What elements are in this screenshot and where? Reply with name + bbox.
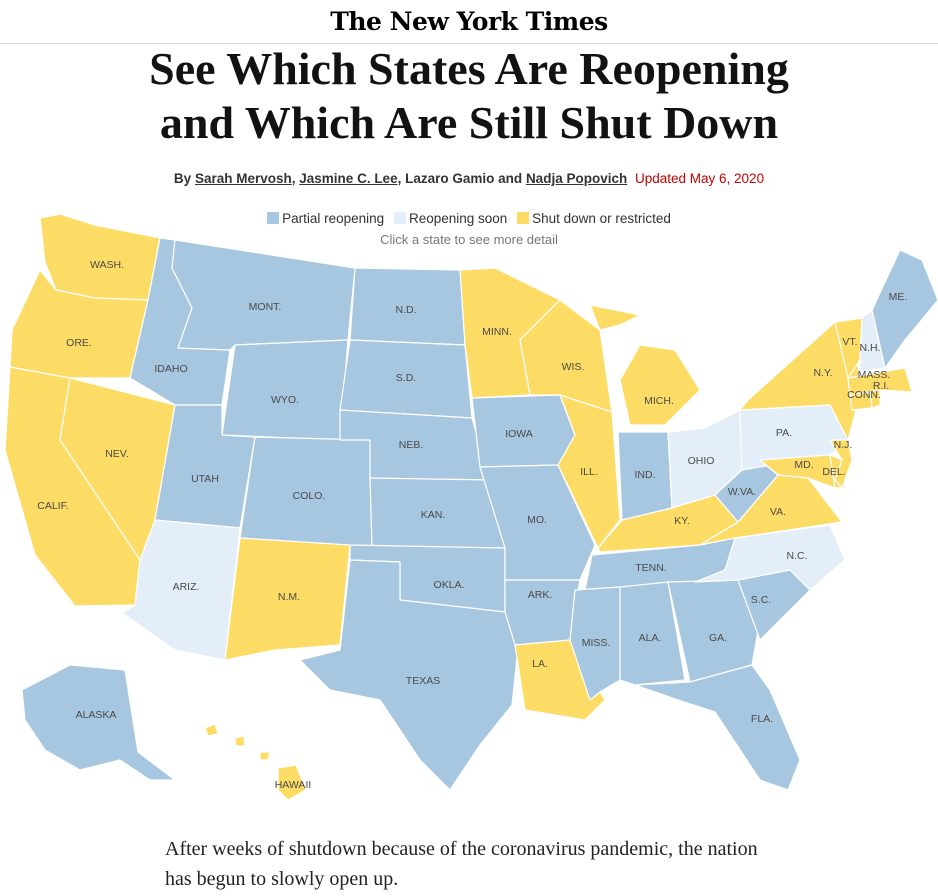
partial-swatch-icon bbox=[267, 212, 280, 224]
byline: By Sarah Mervosh, Jasmine C. Lee, Lazaro… bbox=[0, 171, 938, 186]
author-link-popovich[interactable]: Nadja Popovich bbox=[525, 171, 628, 186]
map-legend: Partial reopening Reopening soon Shut do… bbox=[0, 211, 938, 226]
state-nm[interactable] bbox=[224, 537, 351, 661]
legend-label: Reopening soon bbox=[408, 211, 508, 226]
byline-prefix: By bbox=[173, 171, 192, 186]
legend-label: Partial reopening bbox=[282, 211, 385, 226]
headline-line-1: See Which States Are Reopening bbox=[149, 43, 789, 94]
state-me[interactable] bbox=[871, 249, 938, 369]
state-ks[interactable] bbox=[369, 477, 506, 549]
nyt-logo[interactable]: The New York Times bbox=[330, 7, 608, 36]
byline-separator: , bbox=[291, 171, 296, 186]
author-link-mervosh[interactable]: Sarah Mervosh bbox=[194, 171, 292, 186]
shut-swatch-icon bbox=[517, 212, 530, 224]
legend-item-partial: Partial reopening bbox=[267, 211, 384, 226]
state-hi[interactable] bbox=[204, 723, 307, 801]
state-co[interactable] bbox=[239, 436, 373, 549]
state-fl[interactable] bbox=[634, 664, 801, 791]
state-nc[interactable] bbox=[694, 524, 846, 591]
soon-swatch-icon bbox=[393, 212, 406, 224]
state-ar[interactable] bbox=[504, 579, 581, 646]
state-ak[interactable] bbox=[21, 664, 176, 781]
state-nj[interactable] bbox=[829, 439, 853, 489]
state-nd[interactable] bbox=[349, 267, 466, 346]
state-al[interactable] bbox=[619, 581, 686, 686]
us-reopening-map: WASH.ORE.CALIF.NEV.IDAHOMONT.WYO.UTAHARI… bbox=[4, 213, 938, 801]
state-mi[interactable] bbox=[589, 304, 701, 426]
state-tx[interactable] bbox=[299, 559, 521, 791]
article-intro: After weeks of shutdown because of the c… bbox=[165, 838, 758, 890]
byline-conjunction: and bbox=[498, 171, 523, 186]
state-nh[interactable] bbox=[859, 309, 886, 373]
author-gamio: Lazaro Gamio bbox=[405, 171, 495, 186]
legend-item-soon: Reopening soon bbox=[393, 211, 508, 226]
legend-label: Shut down or restricted bbox=[532, 211, 671, 226]
state-sd[interactable] bbox=[339, 339, 473, 419]
state-ia[interactable] bbox=[471, 394, 576, 468]
map-hint: Click a state to see more detail bbox=[380, 232, 558, 247]
state-wa[interactable] bbox=[39, 213, 161, 301]
byline-separator: , bbox=[397, 171, 402, 186]
state-ma[interactable] bbox=[847, 367, 913, 396]
author-link-lee[interactable]: Jasmine C. Lee bbox=[299, 171, 398, 186]
state-az[interactable] bbox=[121, 519, 241, 661]
state-ri[interactable] bbox=[869, 389, 881, 409]
state-in[interactable] bbox=[617, 431, 673, 521]
state-la[interactable] bbox=[514, 639, 606, 721]
state-mt[interactable] bbox=[171, 239, 356, 351]
headline-line-2: and Which Are Still Shut Down bbox=[159, 97, 779, 148]
headline: See Which States Are Reopening and Which… bbox=[0, 42, 938, 150]
legend-item-shut: Shut down or restricted bbox=[517, 211, 671, 226]
updated-timestamp: Updated May 6, 2020 bbox=[634, 171, 765, 186]
state-wy[interactable] bbox=[221, 339, 349, 441]
masthead: The New York Times bbox=[0, 0, 938, 44]
